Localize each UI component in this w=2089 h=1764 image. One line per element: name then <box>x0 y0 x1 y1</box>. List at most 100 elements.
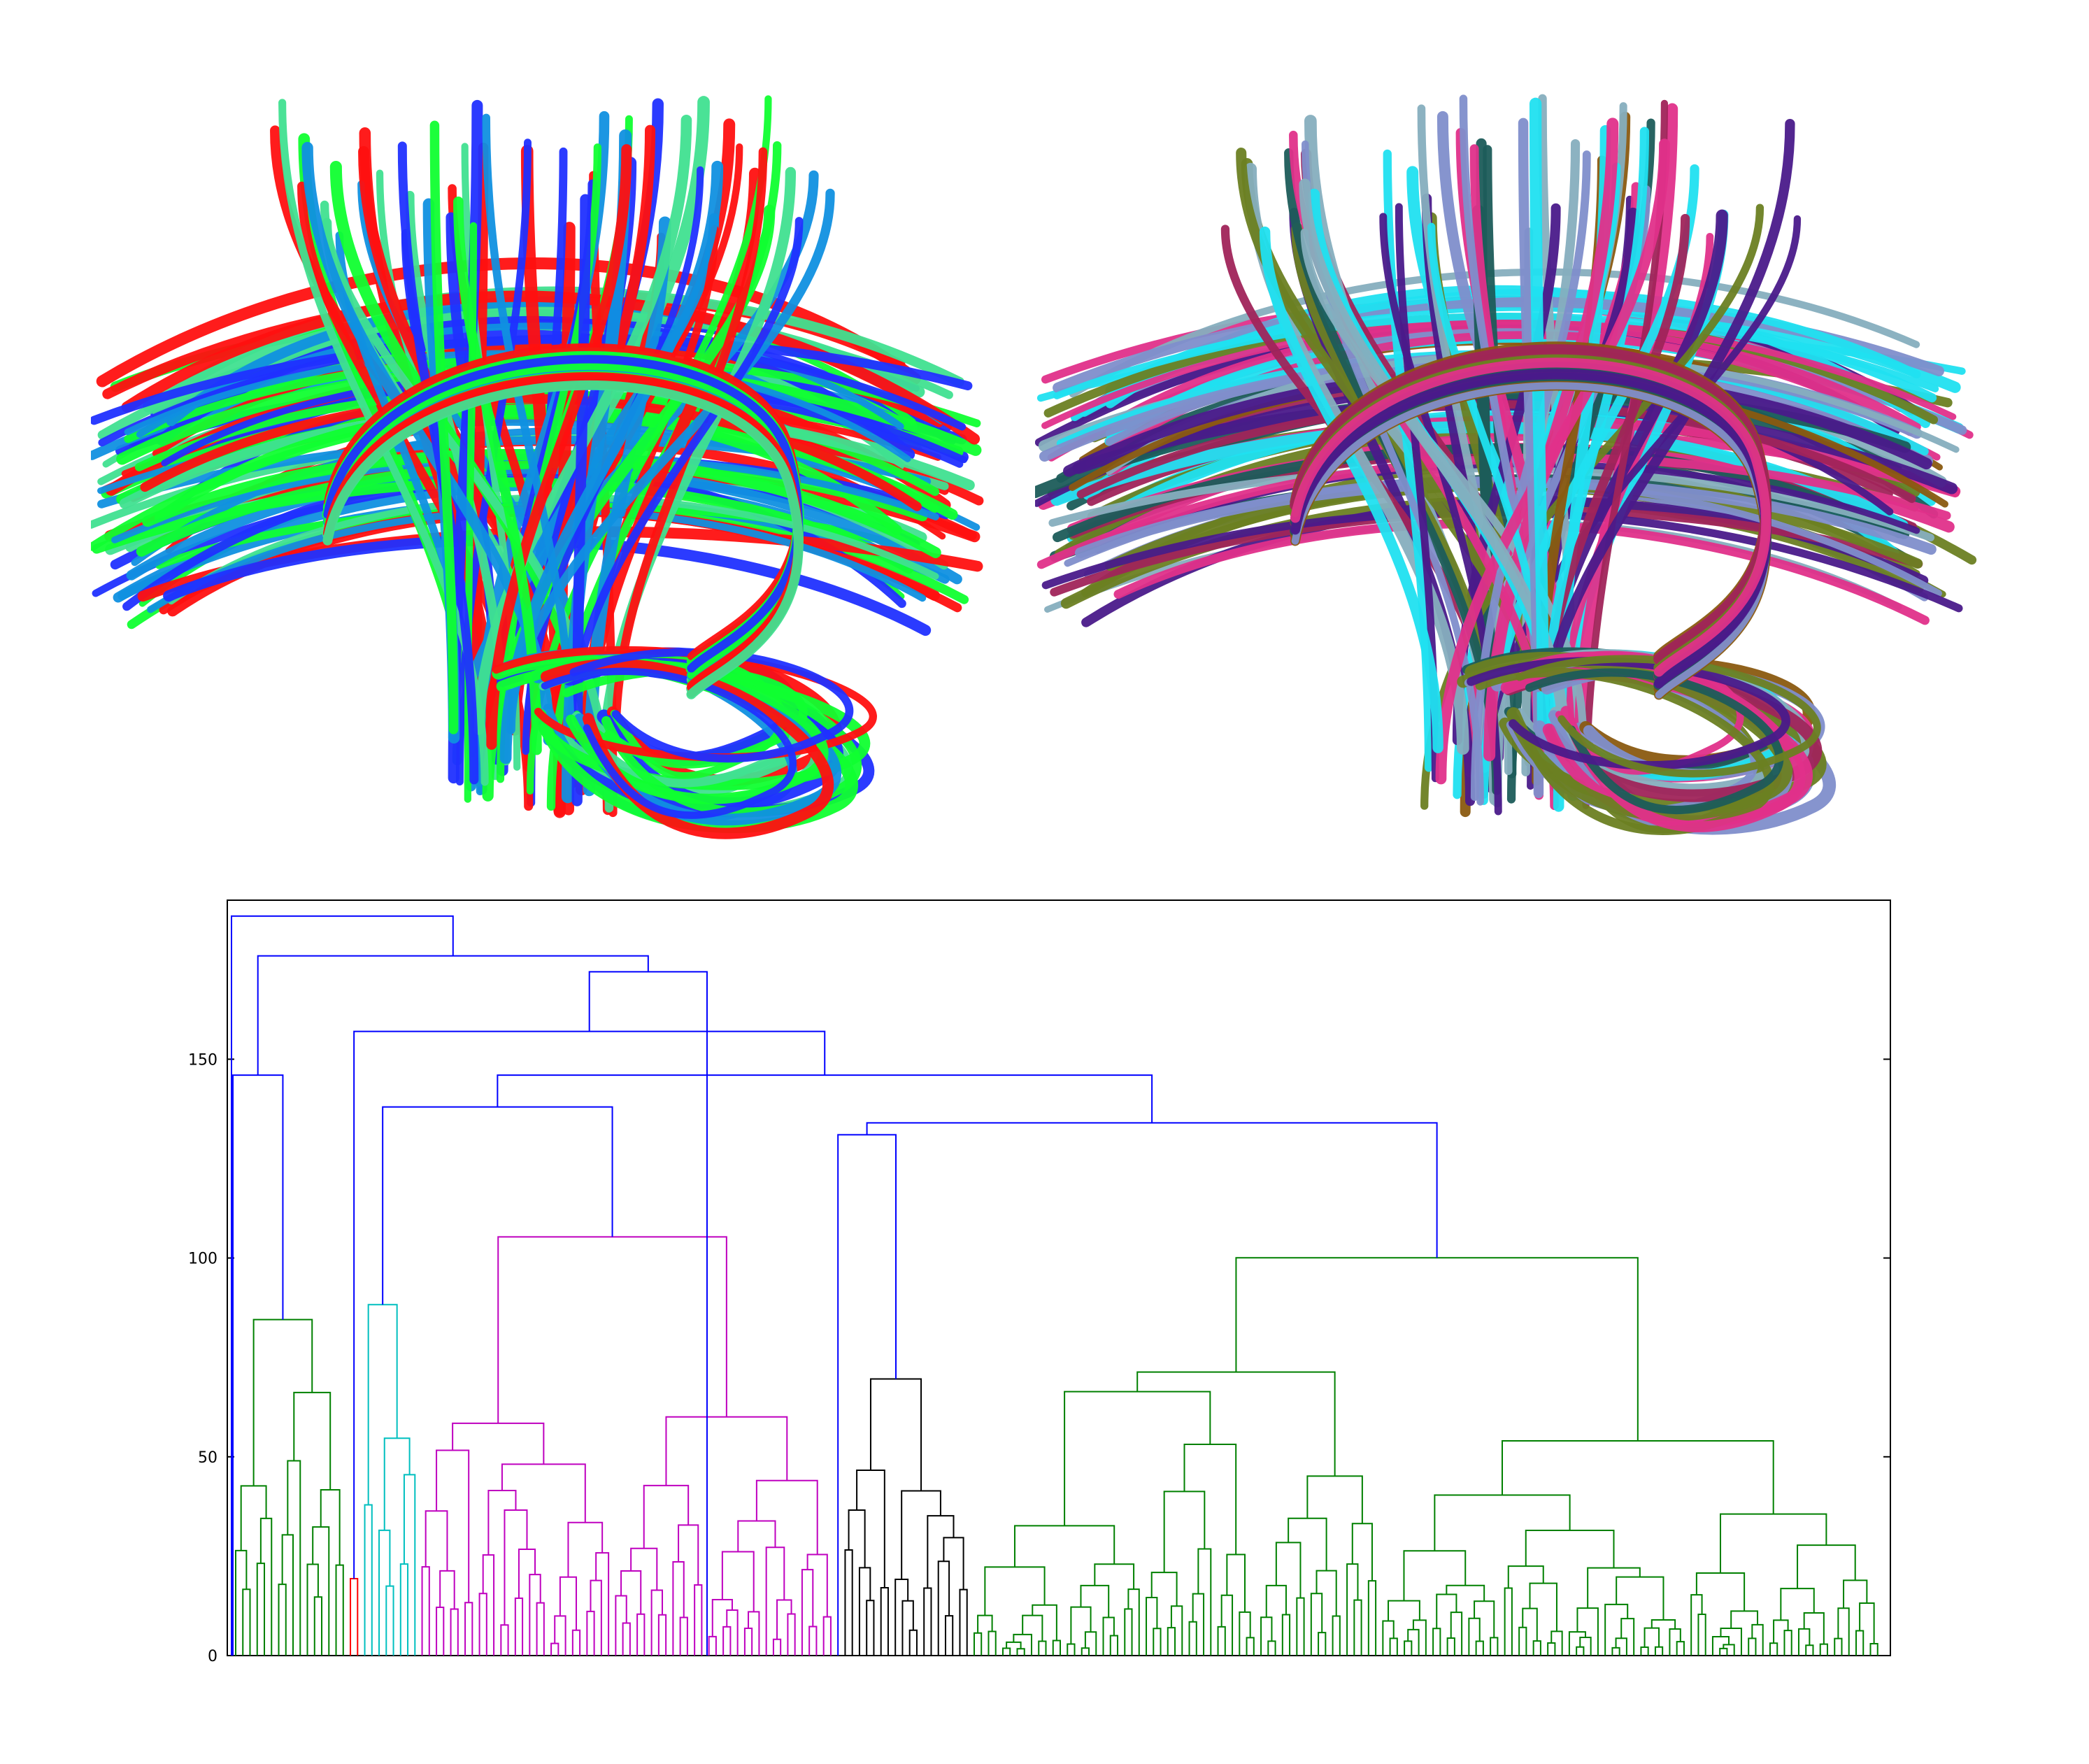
dendrogram-link <box>1780 1588 1815 1621</box>
dendrogram-link <box>1412 1619 1427 1656</box>
dendrogram-link <box>1146 1597 1158 1656</box>
dendrogram-link <box>550 1642 559 1656</box>
dendrogram-link <box>977 1614 993 1633</box>
dendrogram-link <box>1052 1639 1061 1656</box>
dendrogram-link <box>848 1509 866 1568</box>
tractography-left-image <box>91 95 984 839</box>
fiber-bundle <box>1035 94 1977 835</box>
y-axis: 0 50 100 150 <box>188 1051 1890 1665</box>
dendrogram-link <box>482 1554 495 1656</box>
dendrogram-link <box>1615 1637 1627 1656</box>
dendrogram-link <box>1403 1550 1467 1601</box>
dendrogram-links <box>231 915 1878 1656</box>
dendrogram-link <box>615 1595 627 1656</box>
dendrogram-link <box>1475 1640 1484 1656</box>
dendrogram-link <box>514 1597 524 1656</box>
dendrogram-link <box>536 1602 545 1656</box>
dendrogram-link <box>1246 1637 1255 1656</box>
dendrogram-link <box>1711 1636 1730 1656</box>
dendrogram-link <box>1081 1647 1090 1656</box>
fiber <box>323 355 803 673</box>
dendrogram-link <box>1167 1627 1176 1656</box>
dendrogram-link <box>1351 1523 1373 1581</box>
fiber <box>540 658 834 839</box>
dendrogram-link <box>1522 1607 1538 1642</box>
dendrogram-link <box>1265 1584 1287 1618</box>
fiber <box>492 646 877 762</box>
dendrogram-link <box>242 1588 251 1656</box>
dendrogram-link <box>1070 1606 1092 1644</box>
dendrogram-link <box>1474 1600 1495 1638</box>
dendrogram-link <box>630 1547 658 1591</box>
y-tick-label: 0 <box>208 1648 218 1665</box>
dendrogram-link <box>1153 1628 1162 1656</box>
dendrogram-link <box>1501 1439 1774 1514</box>
dendrogram-link <box>665 1416 788 1486</box>
tractography-right-image <box>1035 94 1977 835</box>
dendrogram-link <box>501 1463 586 1523</box>
dendrogram-link <box>672 1561 685 1656</box>
dendrogram-link <box>364 1504 373 1656</box>
dendrogram-link <box>450 1608 459 1656</box>
dendrogram-link <box>1697 1613 1706 1656</box>
dendrogram-link <box>801 1569 814 1656</box>
dendrogram-link <box>1127 1588 1140 1656</box>
dendrogram-link <box>866 1122 1438 1258</box>
dendrogram-link <box>529 1574 541 1656</box>
fiber <box>541 667 797 819</box>
dendrogram-link <box>1797 1628 1811 1656</box>
dendrogram-link <box>1525 1530 1615 1568</box>
dendrogram-link <box>679 1616 688 1656</box>
dendrogram-link <box>880 1586 889 1656</box>
dendrogram-link <box>436 1606 445 1656</box>
dendrogram-link <box>403 1474 416 1656</box>
dendrogram-link <box>232 1074 284 1656</box>
y-tick-label: 150 <box>188 1051 218 1069</box>
dendrogram-link <box>937 1560 950 1656</box>
fiber <box>1290 357 1771 677</box>
dendrogram-link <box>711 1598 733 1637</box>
fiber <box>1259 226 1443 753</box>
dendrogram-link <box>984 1566 1046 1616</box>
dendrogram-link <box>1432 1628 1441 1656</box>
dendrogram-link <box>256 1563 266 1656</box>
dendrogram-link <box>1518 1626 1527 1656</box>
fiber <box>397 141 479 785</box>
dendrogram-link <box>1611 1646 1620 1656</box>
dendrogram-link <box>1306 1475 1363 1524</box>
dendrogram-link <box>1404 1640 1413 1656</box>
dendrogram-link <box>844 1549 853 1656</box>
dendrogram-link <box>487 1489 517 1556</box>
dendrogram-link <box>1183 1443 1237 1555</box>
dendrogram-link <box>1450 1612 1463 1656</box>
fiber <box>121 290 981 445</box>
fiber <box>1069 268 1920 398</box>
dendrogram-link <box>567 1521 604 1577</box>
dendrogram-link <box>1532 1640 1541 1656</box>
dendrogram-link <box>518 1549 536 1598</box>
plot-frame <box>227 899 1891 1656</box>
fiber <box>486 144 632 750</box>
dendrogram-link <box>1587 1567 1641 1609</box>
dendrogram-link <box>504 1509 528 1626</box>
dendrogram-link <box>726 1609 739 1656</box>
fiber <box>1053 312 1939 399</box>
fiber <box>1516 655 1821 778</box>
dendrogram-link <box>586 1610 595 1656</box>
dendrogram-link <box>657 1614 667 1656</box>
dendrogram-link <box>1235 1257 1639 1441</box>
dendrogram-link <box>787 1613 796 1656</box>
dendrogram-link <box>722 1626 732 1656</box>
dendrogram-link <box>1332 1615 1341 1656</box>
dendrogram-link <box>636 1613 646 1656</box>
dendrogram-link <box>765 1546 785 1656</box>
fiber <box>323 362 803 679</box>
dendrogram-link <box>1640 1646 1649 1656</box>
dendrogram-link <box>1644 1627 1660 1648</box>
dendrogram-link <box>1490 1637 1499 1656</box>
dendrogram-link <box>1001 1647 1011 1656</box>
dendrogram-link <box>1855 1630 1865 1656</box>
dendrogram-link <box>1676 1641 1685 1656</box>
dendrogram-link <box>1695 1572 1746 1612</box>
dendrogram-link <box>1837 1607 1850 1656</box>
